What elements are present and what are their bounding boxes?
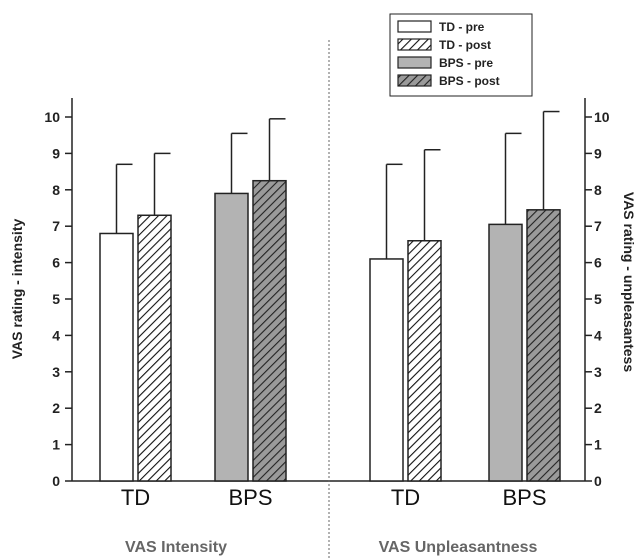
right-tick-label: 10: [594, 109, 610, 125]
right-tick-label: 6: [594, 255, 602, 271]
panel-label-intensity: VAS Intensity: [125, 539, 227, 556]
right-tick-label: 8: [594, 182, 602, 198]
legend-swatch: [397, 38, 432, 51]
bar: [214, 192, 249, 482]
bar: [137, 214, 172, 482]
bar: [369, 258, 404, 482]
y-axis-title-right: VAS rating - unpleasantess: [621, 192, 637, 372]
panel-label-unpleasantness: VAS Unpleasantness: [379, 539, 538, 556]
bar: [526, 209, 561, 482]
bar: [407, 240, 442, 482]
right-tick-label: 5: [594, 291, 602, 307]
legend-swatch: [397, 20, 432, 33]
y-axis-title-left: VAS rating - intensity: [9, 219, 25, 360]
legend: TD - pre TD - post BPS - pre BPS - post: [389, 13, 533, 97]
left-tick-label: 2: [52, 400, 60, 416]
left-tick-label: 5: [52, 291, 60, 307]
legend-label: BPS - post: [439, 74, 500, 88]
left-tick-label: 6: [52, 255, 60, 271]
legend-label: BPS - pre: [439, 56, 493, 70]
left-tick-label: 10: [44, 109, 60, 125]
group-label: TD: [391, 485, 420, 510]
left-tick-label: 0: [52, 473, 60, 489]
group-label: BPS: [502, 485, 546, 510]
bar: [99, 232, 134, 482]
left-tick-label: 1: [52, 437, 60, 453]
bar: [252, 179, 287, 482]
group-label: BPS: [228, 485, 272, 510]
group-label: TD: [121, 485, 150, 510]
right-tick-label: 0: [594, 473, 602, 489]
legend-label: TD - post: [439, 38, 491, 52]
legend-swatch: [397, 74, 432, 87]
left-tick-label: 4: [52, 327, 60, 343]
bar: [488, 223, 523, 482]
right-tick-label: 2: [594, 400, 602, 416]
right-tick-label: 4: [594, 327, 602, 343]
right-tick-label: 9: [594, 145, 602, 161]
left-tick-label: 8: [52, 182, 60, 198]
right-tick-label: 1: [594, 437, 602, 453]
legend-swatch: [397, 56, 432, 69]
left-tick-label: 9: [52, 145, 60, 161]
left-tick-label: 7: [52, 218, 60, 234]
left-tick-label: 3: [52, 364, 60, 380]
legend-label: TD - pre: [439, 20, 485, 34]
right-tick-label: 7: [594, 218, 602, 234]
right-tick-label: 3: [594, 364, 602, 380]
